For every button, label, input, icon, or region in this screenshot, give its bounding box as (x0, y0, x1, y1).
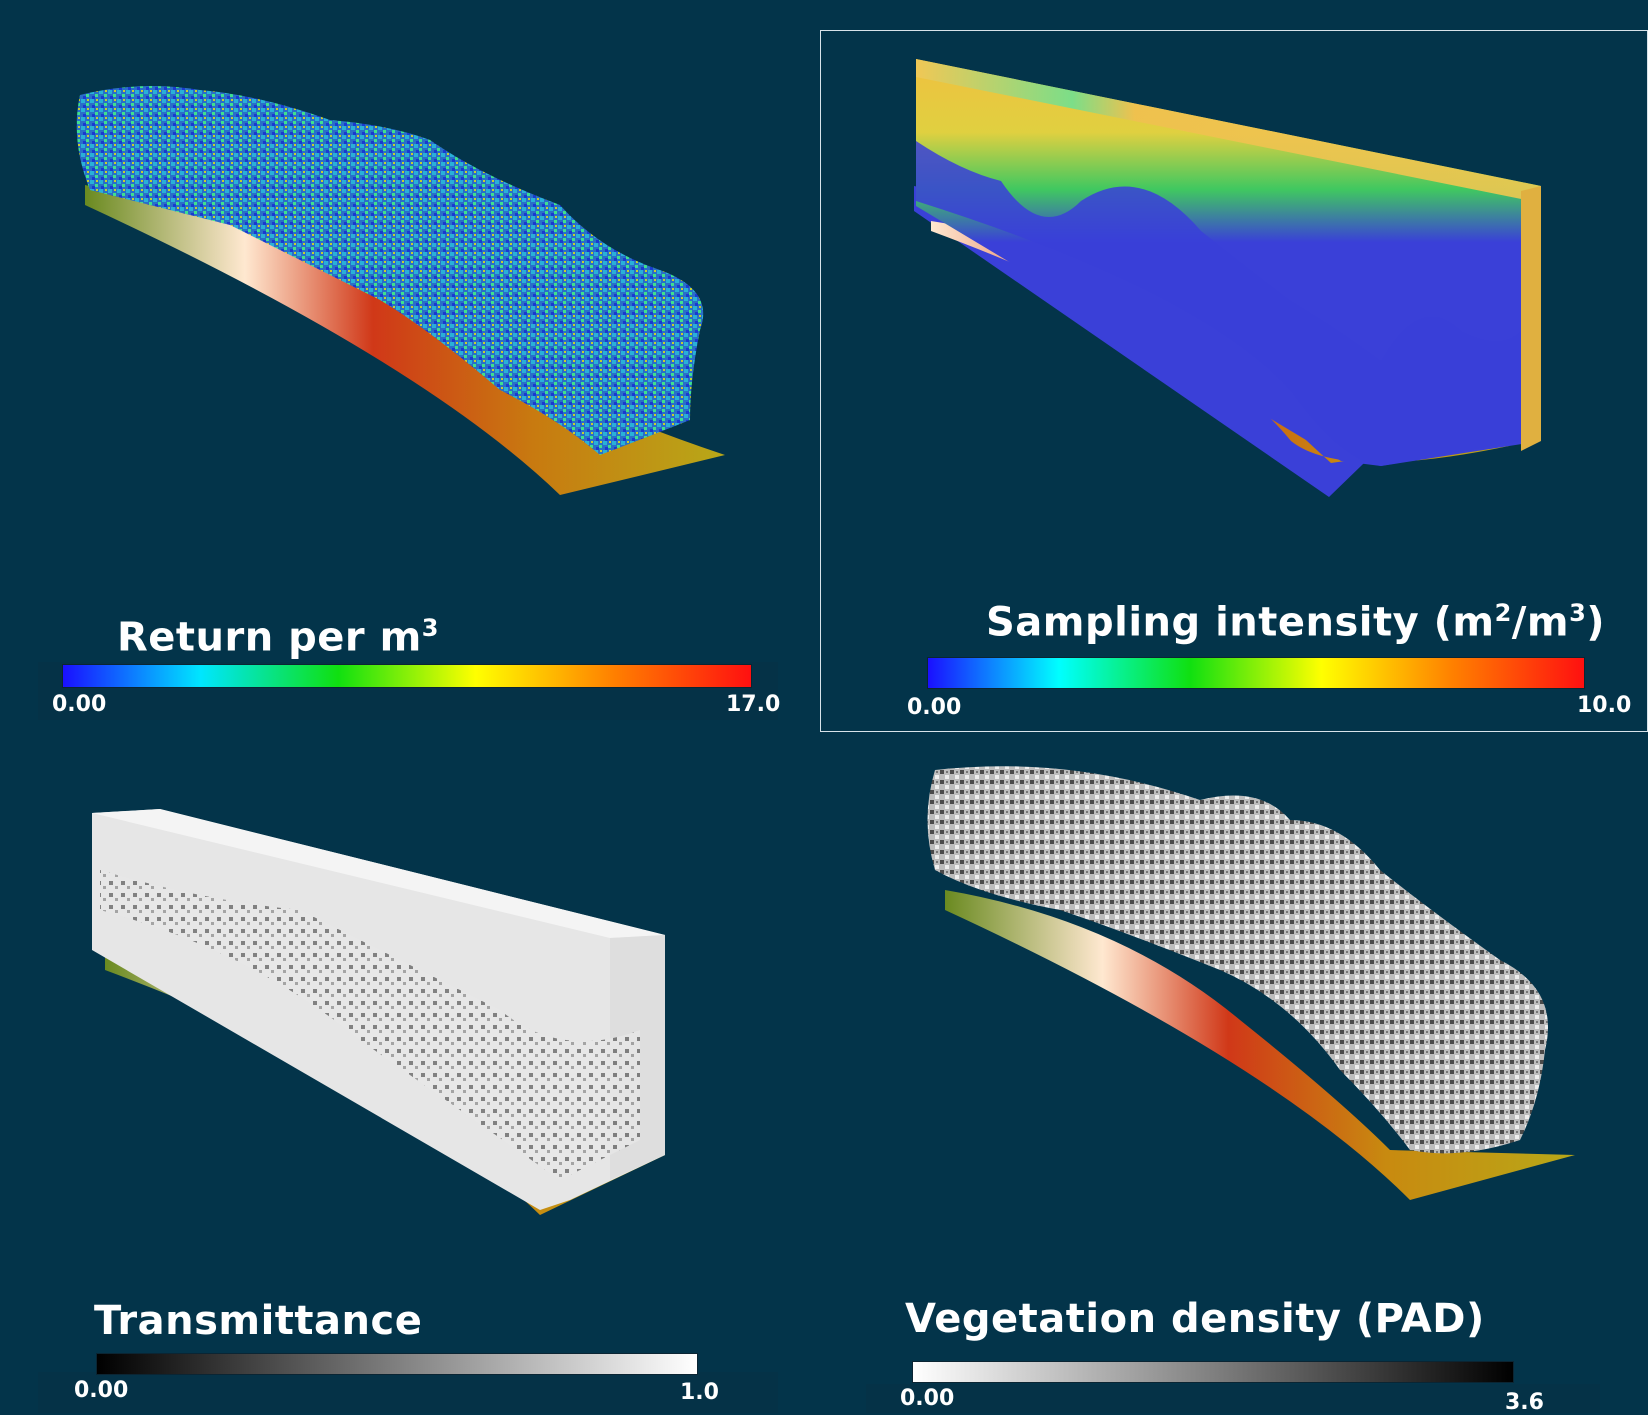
sampling-top-face (916, 59, 1541, 203)
vegetation-density-point-cloud (927, 766, 1548, 1154)
sampling-voxel-view (914, 59, 1541, 497)
sampling-colorbar (927, 657, 1585, 689)
pad-panel: Vegetation density (PAD) 0.00 3.6 (820, 760, 1648, 1415)
returns-title: Return per m3 (117, 614, 439, 661)
returns-max-label: 17.0 (726, 692, 781, 717)
returns-colorbar (62, 664, 752, 688)
low-sampling-region (916, 141, 1521, 466)
occluded-voxels (100, 870, 640, 1180)
terrain-surface (945, 890, 1575, 1200)
pad-title: Vegetation density (PAD) (905, 1296, 1485, 1342)
sampling-end-face (1521, 186, 1541, 451)
pad-legend-background (866, 1384, 1600, 1413)
sampling-max-label: 10.0 (1577, 693, 1632, 718)
transmittance-title: Transmittance (94, 1298, 423, 1344)
transmittance-max-label: 1.0 (680, 1380, 719, 1405)
transmittance-legend-background (38, 1372, 778, 1413)
transmittance-colorbar (96, 1353, 698, 1375)
transmittance-top-face (92, 809, 665, 938)
sampling-min-label: 0.00 (907, 695, 962, 720)
transmittance-min-label: 0.00 (74, 1378, 129, 1403)
sampling-title: Sampling intensity (m2/m3) (986, 599, 1606, 646)
transmittance-panel: Transmittance 0.00 1.0 (0, 760, 790, 1413)
returns-panel: Return per m3 0.00 17.0 (0, 0, 790, 720)
returns-point-cloud-view (76, 86, 725, 495)
pad-point-cloud-view (927, 766, 1575, 1200)
pad-min-label: 0.00 (900, 1386, 955, 1411)
transmittance-voxel-view (92, 809, 665, 1215)
pad-max-label: 3.6 (1505, 1390, 1544, 1415)
returns-min-label: 0.00 (52, 692, 107, 717)
sampling-panel: Sampling intensity (m2/m3) 0.00 10.0 (820, 30, 1648, 732)
vegetation-point-cloud (76, 86, 704, 455)
pad-colorbar (912, 1361, 1514, 1383)
